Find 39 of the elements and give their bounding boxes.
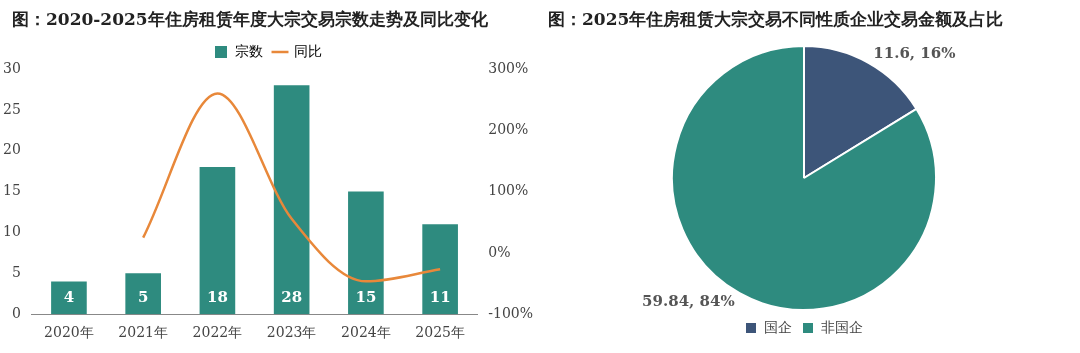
bar [348,191,384,315]
chart-title: 图：2020-2025年住房租赁年度大宗交易宗数走势及同比变化 [11,8,489,31]
data-label: 15 [355,288,377,307]
data-label: 5 [137,288,149,307]
data-label: 11 [429,288,451,307]
y-tick-label: 10 [2,223,21,240]
bar [422,224,458,315]
bar [125,273,161,315]
line-series [141,92,442,283]
y2-tick-label: 0% [488,243,511,260]
y-tick-label: 30 [2,59,21,76]
bar [273,85,310,315]
legend-label: 非国企 [821,318,863,335]
data-label: 18 [206,288,228,307]
x-tick-label: 2022年 [192,324,243,341]
data-label: 28 [281,288,303,307]
y-tick-label: 5 [11,263,21,280]
x-tick-label: 2024年 [341,324,391,341]
data-label: 4 [63,288,75,307]
legend-label: 宗数 [235,42,263,59]
x-tick-label: 2020年 [44,324,94,341]
y-tick-label: 20 [2,141,21,158]
legend-label: 国企 [764,318,792,335]
x-tick-label: 2023年 [266,324,317,341]
chart-title: 图：2025年住房租赁大宗交易不同性质企业交易金额及占比 [547,8,1005,31]
data-label: 11.6, 16% [873,43,956,62]
bar [199,167,236,315]
x-tick-label: 2021年 [118,324,168,341]
data-label: 59.84, 84% [642,291,735,310]
y2-tick-label: 300% [488,59,529,76]
y-tick-label: 0 [11,304,21,321]
y2-tick-label: 200% [488,120,529,137]
y2-tick-label: -100% [488,304,534,321]
y2-tick-label: 100% [488,182,529,199]
legend-label: 同比 [294,42,322,59]
y-tick-label: 25 [2,100,21,117]
y-tick-label: 15 [2,182,21,199]
x-tick-label: 2025年 [415,324,465,341]
bar [51,281,87,315]
